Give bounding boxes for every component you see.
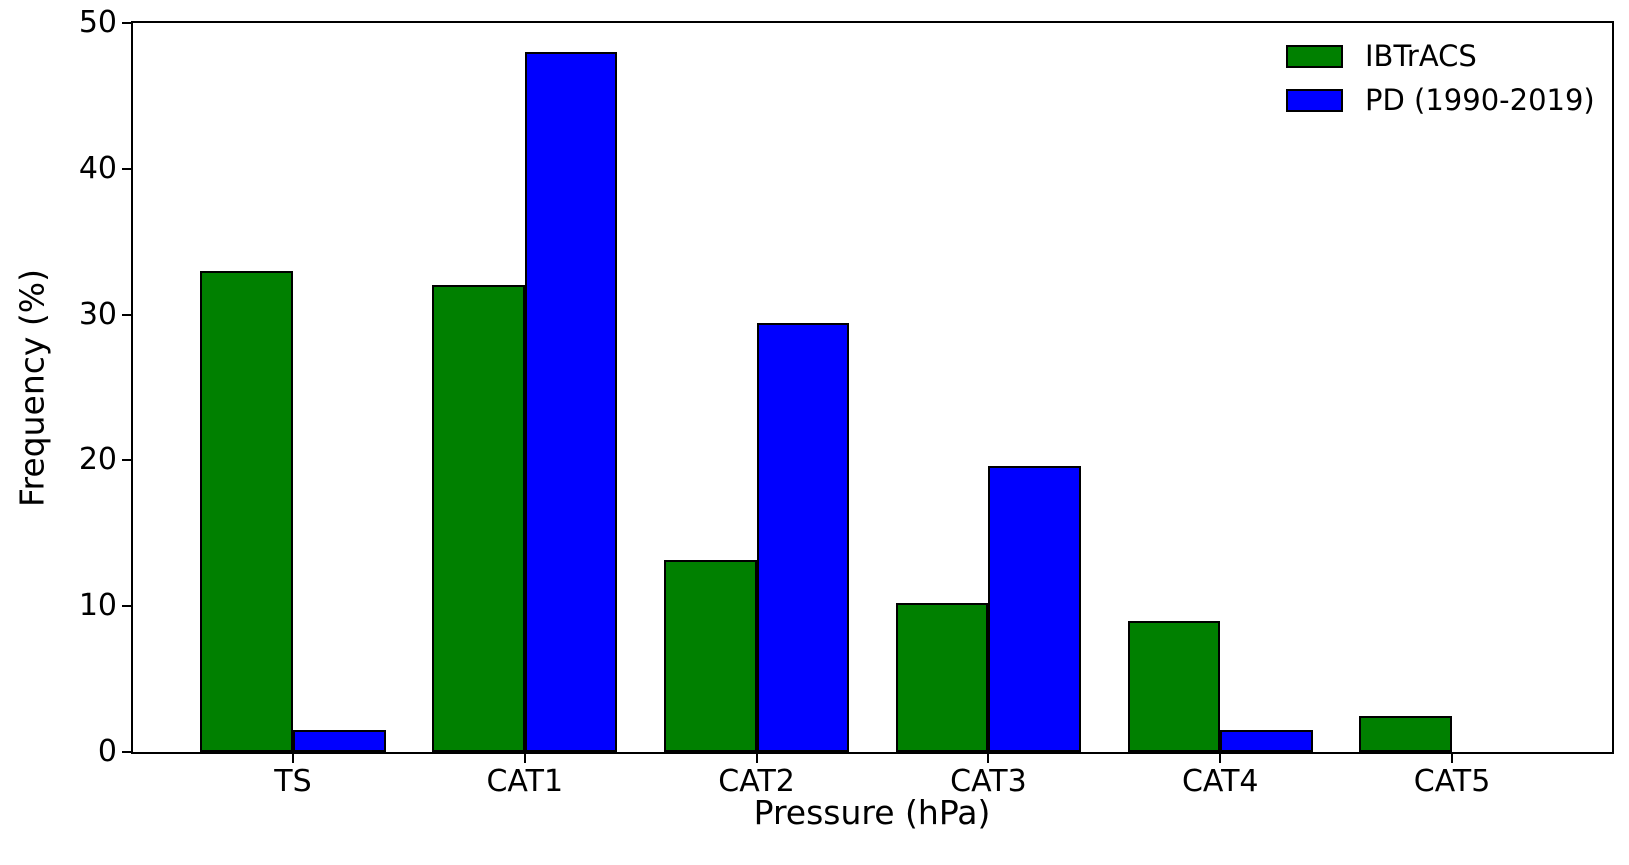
bar-pd-1990-2019--ts [292,730,386,752]
x-tick-mark [291,754,294,763]
y-tick-label: 10 [78,588,117,624]
x-tick-label: CAT2 [718,764,795,799]
y-axis-label: Frequency (%) [12,268,52,508]
bar-ibtracs-cat2 [663,560,757,752]
y-tick-mark [122,459,131,462]
legend-label: PD (1990-2019) [1365,83,1595,117]
y-tick-label: 40 [78,150,117,186]
y-tick-mark [122,313,131,316]
legend-item-ibtracs: IBTrACS [1286,40,1595,72]
bar-ibtracs-cat5 [1359,716,1453,752]
y-tick-mark [122,751,131,753]
y-tick-mark [122,167,131,170]
x-tick-label: TS [274,764,312,799]
bar-ibtracs-cat1 [432,285,525,752]
x-tick-label: CAT5 [1413,764,1491,799]
bar-ibtracs-cat3 [895,603,989,752]
bar-pd-1990-2019--cat3 [988,466,1082,752]
plot-area [131,21,1614,754]
bar-pd-1990-2019--cat4 [1220,730,1313,752]
y-tick-label: 0 [97,734,117,769]
x-axis-label: Pressure (hPa) [753,793,991,832]
x-tick-mark [1219,754,1222,763]
y-tick-label: 30 [78,296,117,332]
y-tick-label: 20 [78,442,117,478]
x-tick-label: CAT1 [486,764,564,799]
x-tick-label: CAT3 [950,764,1027,799]
bar-pd-1990-2019--cat2 [756,323,850,752]
legend-swatch-icon [1286,88,1343,112]
legend-swatch-icon [1286,44,1343,68]
x-tick-mark [1451,754,1454,763]
bar-ibtracs-ts [200,271,293,752]
legend-item-pd-1990-2019-: PD (1990-2019) [1286,84,1595,116]
bar-pd-1990-2019--cat1 [524,52,618,752]
y-tick-mark [122,22,131,24]
legend-label: IBTrACS [1365,39,1477,73]
x-tick-mark [523,754,526,763]
y-tick-label: 50 [78,5,117,40]
x-tick-label: CAT4 [1181,764,1259,799]
bar-ibtracs-cat4 [1127,621,1221,752]
y-tick-mark [122,605,131,608]
legend: IBTrACS PD (1990-2019) [1286,40,1595,116]
x-tick-mark [755,754,758,763]
x-tick-mark [987,754,990,763]
